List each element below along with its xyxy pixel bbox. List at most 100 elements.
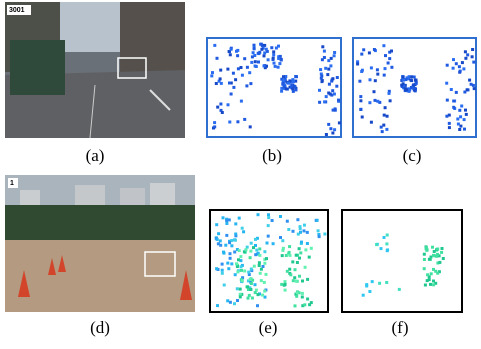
speckle-dot: [248, 71, 251, 74]
speckle-dot: [440, 251, 443, 254]
speckle-dot: [373, 90, 376, 93]
speckle-dot: [448, 122, 451, 125]
speckle-dot: [236, 120, 239, 123]
speckle-dot: [261, 294, 264, 297]
speckle-dot: [359, 99, 362, 102]
speckle-dot: [425, 246, 428, 249]
speckle-dot: [219, 239, 222, 242]
speckle-dot: [452, 100, 455, 103]
speckle-dot: [229, 257, 232, 260]
speckle-dot: [221, 263, 224, 266]
speckle-dot: [249, 256, 252, 259]
speckle-dot: [230, 48, 233, 51]
speckle-dot: [316, 219, 319, 222]
speckle-dot: [254, 238, 257, 241]
speckle-dot: [243, 118, 246, 121]
speckle-dot: [368, 101, 371, 104]
speckle-dot: [291, 78, 294, 81]
speckle-dot: [455, 91, 458, 94]
speckle-dot: [219, 103, 222, 106]
speckle-dot: [466, 53, 469, 56]
speckle-dot: [331, 77, 334, 80]
speckle-dot: [285, 87, 288, 90]
speckle-dot: [272, 50, 275, 53]
photo-a: 3001: [5, 2, 185, 138]
speckle-dot: [359, 95, 362, 98]
speckle-dot: [308, 256, 311, 259]
speckle-dot: [260, 268, 263, 271]
speckle-dot: [234, 239, 237, 242]
speckle-dot: [361, 69, 364, 72]
speckle-dot: [293, 276, 296, 279]
speckle-dot: [253, 265, 256, 268]
speckle-dot: [459, 70, 462, 73]
speckle-dot: [386, 248, 389, 251]
speckle-dot: [251, 297, 254, 300]
speckle-dot: [258, 247, 261, 250]
speckle-dot: [215, 82, 218, 85]
speckle-dot: [306, 231, 309, 234]
speckle-dot: [224, 244, 227, 247]
speckle-dot: [442, 257, 445, 260]
speckle-dot: [257, 213, 260, 216]
speckle-dot: [463, 128, 466, 131]
speckle-dot: [331, 89, 334, 92]
speckle-dot: [369, 78, 372, 81]
speckle-dot: [431, 246, 434, 249]
speckle-dot: [412, 87, 415, 90]
speckle-dot: [432, 283, 435, 286]
speckle-dot: [470, 83, 473, 86]
speckle-dot: [291, 260, 294, 263]
speckle-dot: [292, 90, 295, 93]
speckle-dot: [458, 128, 461, 131]
speckle-dot: [281, 249, 284, 252]
speckle-dot: [241, 227, 244, 230]
speckle-dot: [211, 71, 214, 74]
speckle-dot: [249, 82, 252, 85]
speckle-dot: [251, 55, 254, 58]
speckle-dot: [277, 66, 280, 69]
speckle-dot: [243, 57, 246, 60]
speckle-dot: [210, 74, 213, 77]
speckle-dot: [234, 78, 237, 81]
speckle-dot: [299, 231, 302, 234]
speckle-dot: [228, 121, 231, 124]
speckle-dot: [219, 77, 222, 80]
speckle-dot: [360, 53, 363, 56]
speckle-dot: [321, 45, 324, 48]
speckle-dot: [436, 253, 439, 256]
speckle-dot: [267, 224, 270, 227]
speckle-dot: [335, 85, 338, 88]
speckle-dot: [463, 118, 466, 121]
speckle-dot: [423, 267, 426, 270]
speckle-dot: [281, 254, 284, 257]
speckle-dot: [226, 299, 229, 302]
speckle-dot: [286, 270, 289, 273]
speckle-dot: [216, 238, 219, 241]
speckle-dot: [412, 83, 415, 86]
speckle-dot: [258, 254, 261, 257]
speckle-dot: [248, 294, 251, 297]
speckle-dot: [257, 61, 260, 64]
speckle-dot: [384, 106, 387, 109]
speckle-dot: [376, 100, 379, 103]
speckle-dot: [216, 106, 219, 109]
speckle-dot: [333, 128, 336, 131]
speckle-dot: [236, 265, 239, 268]
speckle-dot: [373, 48, 376, 51]
speckle-dot: [390, 50, 393, 53]
speckle-dot: [374, 99, 377, 102]
speckle-dot: [432, 254, 435, 257]
speckle-dot: [279, 236, 282, 239]
speckle-dot: [362, 48, 365, 51]
speckle-dot: [333, 93, 336, 96]
speckle-dot: [318, 101, 321, 104]
speckle-dot: [271, 219, 274, 222]
speckle-dot: [281, 239, 284, 242]
speckle-dot: [288, 251, 291, 254]
speckle-dot: [213, 44, 216, 47]
speckle-dot: [216, 57, 219, 60]
speckle-dot: [219, 69, 222, 72]
speckle-dot: [254, 253, 257, 256]
speckle-dot: [249, 278, 252, 281]
